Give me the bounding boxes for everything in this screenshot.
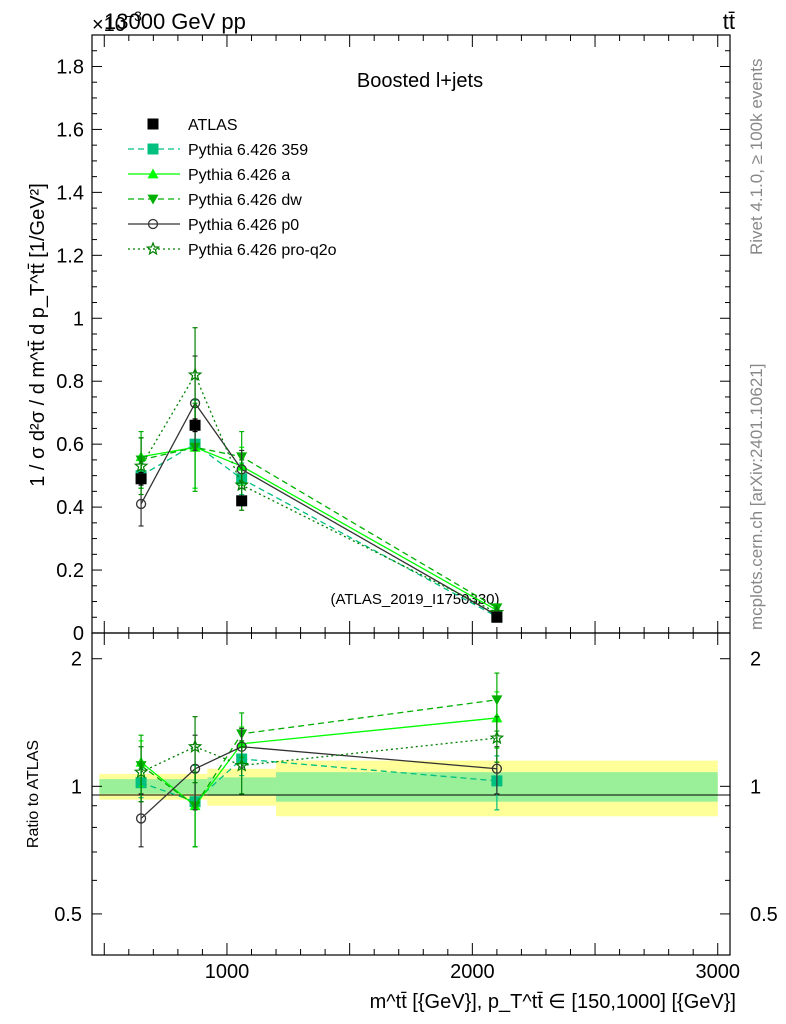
- legend-label: Pythia 6.426 p0: [188, 217, 299, 234]
- legend-item: Pythia 6.426 p0: [128, 217, 299, 234]
- ratio-data-point: [491, 695, 503, 706]
- process-label: tt̄: [723, 9, 735, 34]
- data-point: [491, 611, 503, 623]
- legend-label: Pythia 6.426 pro-q2o: [188, 242, 337, 259]
- ratio-series-4: [133, 716, 505, 803]
- data-point: [491, 603, 503, 614]
- series-4: [135, 355, 503, 621]
- legend-marker: [147, 143, 159, 155]
- ratio-y-tick-label: 1: [71, 776, 82, 798]
- legend: ATLAS Pythia 6.426 359 Pythia 6.426 a Pythi…: [128, 117, 337, 259]
- ratio-data-point: [234, 757, 249, 772]
- ratio-data-point: [491, 763, 503, 774]
- x-tick-label: 1000: [205, 961, 250, 983]
- series-line: [140, 446, 498, 611]
- x-axis-ticks: 1000 2000 3000: [103, 35, 740, 983]
- x-axis-label: m^tt̄ [{GeV}], p_T^tt̄ ∈ [150,1000] [{Ge…: [370, 991, 736, 1013]
- main-y-ticks: 0 0.2 0.4 0.6 0.8 1 1.2 1.4 1.6 1.8: [56, 34, 730, 645]
- legend-marker: [147, 218, 159, 230]
- legend-label: ATLAS: [188, 117, 238, 134]
- energy-label: 13000 GeV pp: [104, 9, 246, 34]
- legend-marker: [145, 241, 161, 256]
- ratio-series-line: [140, 699, 497, 807]
- series-5: [133, 327, 505, 619]
- legend-marker: [147, 194, 159, 205]
- series-line: [140, 402, 498, 616]
- main-y-tick-label: 1.4: [56, 182, 84, 204]
- watermark-label: (ATLAS_2019_I1750330): [330, 591, 499, 608]
- ratio-y-ticks: 0.5 0.5 1 1 2 2: [54, 649, 778, 926]
- data-point: [234, 477, 249, 492]
- series-0: [135, 418, 503, 623]
- legend-item: Pythia 6.426 359: [128, 142, 308, 159]
- x-tick-label: 3000: [695, 961, 740, 983]
- legend-item: Pythia 6.426 pro-q2o: [128, 241, 337, 259]
- main-y-tick-label: 0.4: [56, 497, 84, 519]
- ratio-series-3: [135, 727, 503, 848]
- main-y-tick-label: 1.2: [56, 245, 84, 267]
- data-point: [133, 458, 149, 473]
- legend-marker: [147, 118, 159, 130]
- series-line: [140, 446, 498, 609]
- data-point: [189, 419, 201, 431]
- ratio-series-group: [133, 672, 505, 848]
- legend-label: Pythia 6.426 a: [188, 167, 290, 184]
- legend-label: Pythia 6.426 359: [188, 142, 308, 159]
- series-line: [140, 373, 498, 614]
- data-point: [135, 498, 147, 510]
- main-y-tick-label: 1.8: [56, 56, 84, 78]
- ratio-y-tick-label: 0.5: [54, 904, 82, 926]
- ratio-y-tick-label: 2: [71, 649, 82, 671]
- data-point: [135, 473, 147, 485]
- legend-item: Pythia 6.426 a: [128, 167, 290, 184]
- x-tick-label: 2000: [450, 961, 495, 983]
- legend-marker: [147, 168, 159, 179]
- main-y-tick-label: 0: [73, 623, 84, 645]
- scale-prefix: ×10: [92, 14, 126, 36]
- legend-item: Pythia 6.426 dw: [128, 192, 302, 209]
- ratio-data-point: [135, 813, 147, 824]
- main-y-tick-label: 1: [73, 308, 84, 330]
- ratio-plot-frame: [91, 632, 731, 956]
- series-1: [135, 399, 503, 623]
- main-y-tick-label: 0.6: [56, 434, 84, 456]
- scale-exponent: −3: [126, 8, 142, 24]
- ratio-data-point: [489, 730, 505, 745]
- main-series-group: [133, 327, 505, 623]
- data-point: [187, 367, 203, 382]
- ratio-series-2: [135, 672, 503, 848]
- ratio-y-tick-label-right: 2: [750, 649, 761, 671]
- main-plot-title: Boosted l+jets: [357, 70, 483, 92]
- legend-label: Pythia 6.426 dw: [188, 192, 302, 209]
- ratio-y-tick-label-right: 1: [750, 776, 761, 798]
- main-y-tick-label: 0.8: [56, 371, 84, 393]
- rivet-version-label: Rivet 4.1.0, ≥ 100k events: [747, 59, 766, 255]
- mcplots-label: mcplots.cern.ch [arXiv:2401.10621]: [747, 364, 766, 630]
- series-line: [140, 443, 498, 618]
- legend-item: ATLAS: [147, 117, 238, 134]
- ratio-y-tick-label-right: 0.5: [750, 904, 778, 926]
- data-point: [236, 495, 248, 507]
- ratio-data-point: [187, 739, 203, 753]
- main-y-tick-label: 1.6: [56, 119, 84, 141]
- series-2: [135, 405, 503, 615]
- ratio-series-line: [140, 717, 497, 807]
- main-y-axis-label: 1 / σ d²σ / d m^tt̄ d p_T^tt̄ [1/GeV²]: [27, 183, 49, 487]
- ratio-series-line: [140, 746, 497, 819]
- ratio-data-point: [133, 764, 149, 779]
- ratio-y-axis-label: Ratio to ATLAS: [25, 740, 42, 848]
- main-y-tick-label: 0.2: [56, 560, 84, 582]
